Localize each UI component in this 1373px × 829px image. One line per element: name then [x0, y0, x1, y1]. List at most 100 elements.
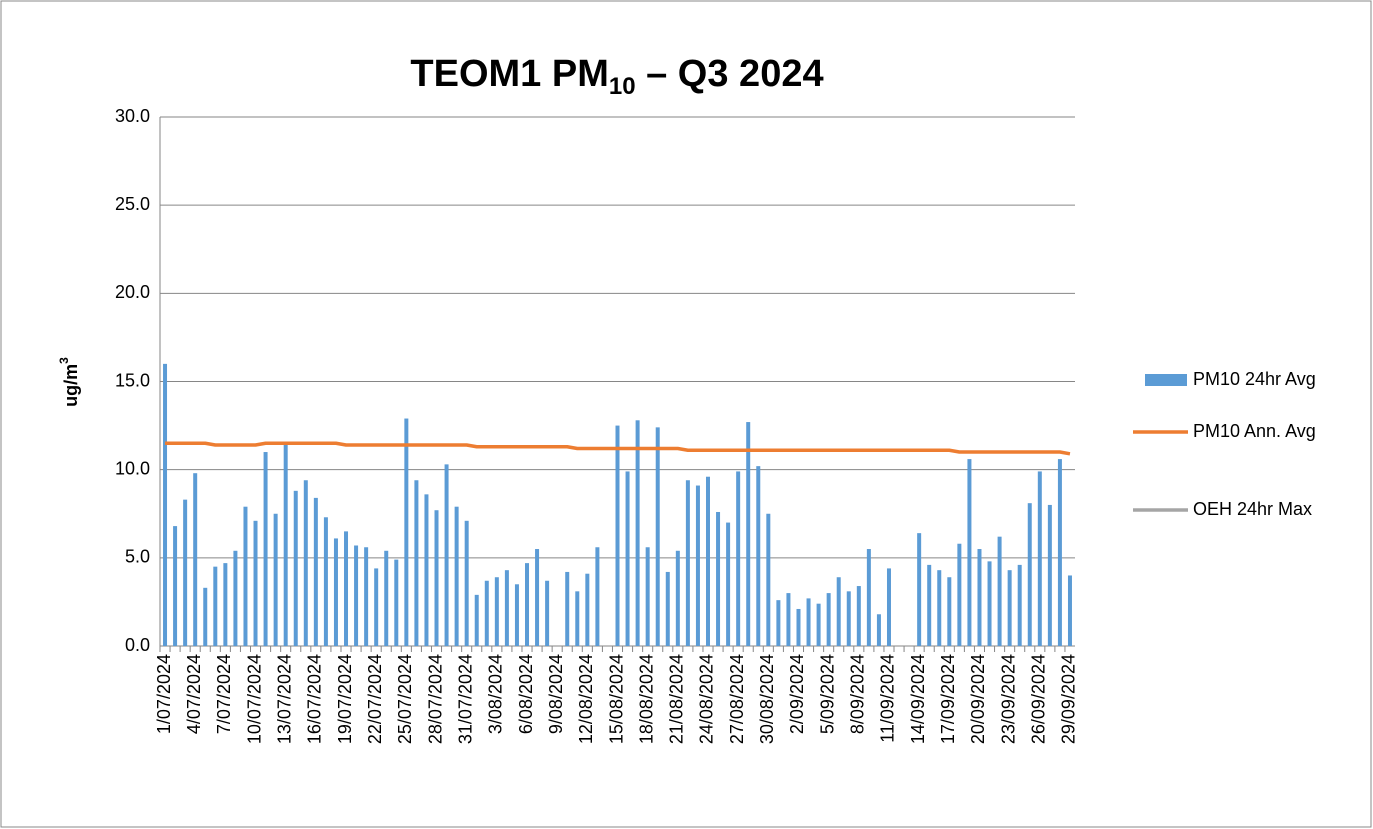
- x-tick-label: 1/07/2024: [154, 654, 174, 734]
- bar: [394, 559, 399, 646]
- bar: [474, 594, 479, 646]
- bar: [173, 526, 178, 646]
- bar: [937, 570, 942, 646]
- bar: [977, 549, 982, 646]
- bar: [213, 566, 218, 646]
- bar: [876, 614, 881, 646]
- bar: [645, 547, 650, 646]
- bar: [545, 580, 550, 646]
- legend-swatch: [1145, 374, 1187, 386]
- x-tick-label: 6/08/2024: [516, 654, 536, 734]
- bar: [183, 499, 188, 646]
- bar: [504, 570, 509, 646]
- bar: [344, 531, 349, 646]
- y-tick-label: 0.0: [125, 635, 150, 655]
- bar: [826, 593, 831, 646]
- bar: [665, 571, 670, 646]
- bar: [675, 550, 680, 646]
- bar: [243, 506, 248, 646]
- bar: [424, 494, 429, 646]
- bar: [323, 517, 328, 646]
- chart-title: TEOM1 PM10 – Q3 2024: [410, 53, 823, 100]
- bar: [997, 536, 1002, 646]
- bar: [384, 550, 389, 646]
- x-tick-label: 7/07/2024: [214, 654, 234, 734]
- x-tick-label: 30/08/2024: [757, 654, 777, 744]
- bar: [836, 577, 841, 646]
- bar: [364, 547, 369, 646]
- bar: [746, 422, 751, 646]
- bar: [203, 587, 208, 646]
- x-tick-label: 17/09/2024: [938, 654, 958, 744]
- bar: [273, 513, 278, 646]
- bar: [484, 580, 489, 646]
- bar: [293, 490, 298, 646]
- bar: [313, 497, 318, 646]
- y-tick-label: 20.0: [115, 282, 150, 302]
- bar: [756, 466, 761, 646]
- bar: [866, 549, 871, 646]
- bar: [766, 513, 771, 646]
- bar: [354, 545, 359, 646]
- x-tick-label: 9/08/2024: [546, 654, 566, 734]
- x-tick-label: 28/07/2024: [425, 654, 445, 744]
- bar: [333, 538, 338, 646]
- x-tick-label: 2/09/2024: [787, 654, 807, 734]
- x-tick-label: 31/07/2024: [455, 654, 475, 744]
- bar: [535, 549, 540, 646]
- x-tick-label: 15/08/2024: [606, 654, 626, 744]
- bar: [886, 568, 891, 646]
- x-tick-label: 19/07/2024: [335, 654, 355, 744]
- bar: [1037, 471, 1042, 646]
- y-tick-label: 30.0: [115, 106, 150, 126]
- bar: [585, 573, 590, 646]
- bar: [163, 363, 168, 646]
- bar: [1047, 504, 1052, 646]
- bar: [816, 603, 821, 646]
- bar: [253, 520, 258, 646]
- bar: [927, 564, 932, 646]
- bar: [404, 418, 409, 646]
- bar: [233, 550, 238, 646]
- bar: [1067, 575, 1072, 646]
- x-tick-label: 14/09/2024: [908, 654, 928, 744]
- x-tick-label: 25/07/2024: [395, 654, 415, 744]
- x-tick-label: 10/07/2024: [244, 654, 264, 744]
- x-tick-label: 4/07/2024: [184, 654, 204, 734]
- x-tick-label: 22/07/2024: [365, 654, 385, 744]
- bar: [514, 584, 519, 646]
- x-tick-label: 3/08/2024: [486, 654, 506, 734]
- bar: [947, 577, 952, 646]
- bar: [283, 444, 288, 646]
- bar: [625, 471, 630, 646]
- x-tick-label: 24/08/2024: [697, 654, 717, 744]
- bar: [193, 473, 198, 646]
- bar: [494, 577, 499, 646]
- x-tick-label: 13/07/2024: [274, 654, 294, 744]
- bar: [786, 593, 791, 646]
- title-suffix: – Q3 2024: [636, 53, 824, 95]
- y-tick-label: 5.0: [125, 547, 150, 567]
- y-tick-label: 15.0: [115, 370, 150, 390]
- x-tick-label: 16/07/2024: [305, 654, 325, 744]
- bar: [565, 571, 570, 646]
- bar: [525, 563, 530, 646]
- bar: [806, 598, 811, 646]
- x-tick-label: 23/09/2024: [998, 654, 1018, 744]
- bar: [263, 452, 268, 646]
- bar: [967, 459, 972, 646]
- bar: [595, 547, 600, 646]
- title-subscript: 10: [609, 73, 636, 100]
- x-tick-label: 5/09/2024: [817, 654, 837, 734]
- bar: [776, 600, 781, 646]
- x-tick-label: 11/09/2024: [878, 654, 898, 743]
- bar: [846, 591, 851, 646]
- bar: [615, 425, 620, 646]
- line: [165, 441, 1071, 456]
- bar: [796, 608, 801, 646]
- bar: [987, 561, 992, 646]
- bar: [1017, 564, 1022, 646]
- bar: [454, 506, 459, 646]
- bar: [444, 464, 449, 646]
